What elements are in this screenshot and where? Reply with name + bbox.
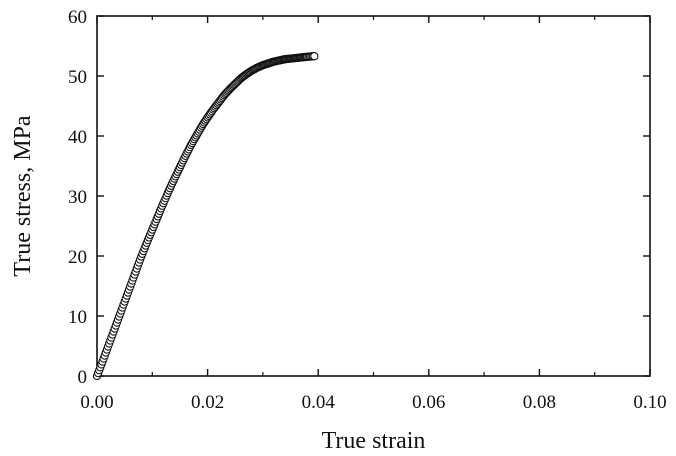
x-tick-label: 0.00 xyxy=(80,392,113,413)
x-tick-label: 0.10 xyxy=(633,392,666,413)
y-tick-label: 20 xyxy=(68,247,87,268)
y-tick-label: 50 xyxy=(68,67,87,88)
data-points-group xyxy=(92,52,319,381)
y-axis-title: True stress, MPa xyxy=(10,115,36,276)
x-tick-label: 0.04 xyxy=(302,392,336,413)
data-point xyxy=(310,52,319,61)
x-tick-label: 0.08 xyxy=(523,392,556,413)
x-tick-label: 0.06 xyxy=(412,392,445,413)
y-tick-label: 0 xyxy=(78,367,88,388)
x-axis-title: True strain xyxy=(322,428,426,454)
y-tick-label: 30 xyxy=(68,187,87,208)
y-tick-label: 40 xyxy=(68,127,87,148)
axes-group xyxy=(96,15,651,377)
ticks-group: 0.00 0.02 0.04 0.06 0.08 0.10 0 10 20 30 40 50 60 xyxy=(68,7,667,413)
plot-frame xyxy=(96,15,651,377)
y-tick-label: 10 xyxy=(68,307,87,328)
x-tick-label: 0.02 xyxy=(191,392,224,413)
y-tick-label: 60 xyxy=(68,7,87,28)
